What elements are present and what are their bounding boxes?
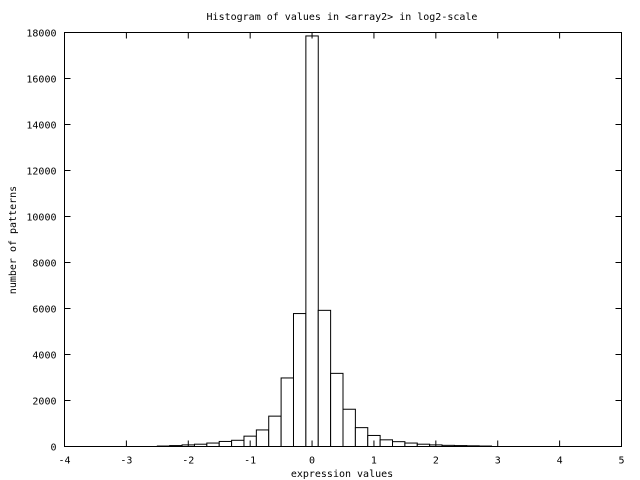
x-tick-label-9: 5 <box>618 456 624 467</box>
x-tick-label-1: -3 <box>120 456 132 467</box>
histogram-bar-8 <box>255 429 270 448</box>
histogram-bar-5 <box>218 440 233 448</box>
histogram-bar-13 <box>317 309 332 447</box>
y-tick-label-4: 8000 <box>32 259 56 270</box>
y-tick-label-6: 12000 <box>26 167 56 178</box>
x-tick-label-5: 1 <box>371 456 377 467</box>
x-axis-label: expression values <box>291 469 393 480</box>
y-axis-label: number of patterns <box>8 186 19 294</box>
axis-tick-labels: 0 2000 4000 6000 8000 10000 12000 14000 16000 180… <box>26 29 624 467</box>
histogram-bars <box>156 35 493 448</box>
y-tick-label-5: 10000 <box>26 213 56 224</box>
x-tick-label-7: 3 <box>495 456 501 467</box>
histogram-bar-4 <box>206 442 220 447</box>
x-tick-label-6: 2 <box>433 456 439 467</box>
histogram-bar-11 <box>292 313 307 447</box>
x-tick-label-2: -2 <box>182 456 194 467</box>
chart-title: Histogram of values in <array2> in log2-… <box>207 12 478 23</box>
x-tick-label-0: -4 <box>58 456 70 467</box>
y-tick-label-8: 16000 <box>26 75 56 86</box>
y-tick-label-2: 4000 <box>32 351 56 362</box>
plot-frame <box>64 32 622 447</box>
y-tick-label-3: 6000 <box>32 305 56 316</box>
y-tick-label-1: 2000 <box>32 397 56 408</box>
histogram-bar-10 <box>280 377 294 447</box>
histogram-bar-9 <box>268 415 282 448</box>
y-tick-label-9: 18000 <box>26 29 56 40</box>
histogram-bar-12 <box>305 35 319 447</box>
histogram-bar-18 <box>379 439 394 447</box>
x-tick-label-4: 0 <box>309 456 315 467</box>
y-tick-label-7: 14000 <box>26 121 56 132</box>
x-tick-label-8: 4 <box>557 456 563 467</box>
histogram-bar-19 <box>392 441 406 448</box>
histogram-bar-16 <box>354 427 369 448</box>
histogram-bar-6 <box>231 439 245 448</box>
histogram-bar-14 <box>330 372 344 447</box>
x-tick-label-3: -1 <box>244 456 256 467</box>
histogram-bar-15 <box>342 408 356 447</box>
y-tick-label-0: 0 <box>50 443 56 454</box>
histogram-bar-20 <box>404 442 418 447</box>
